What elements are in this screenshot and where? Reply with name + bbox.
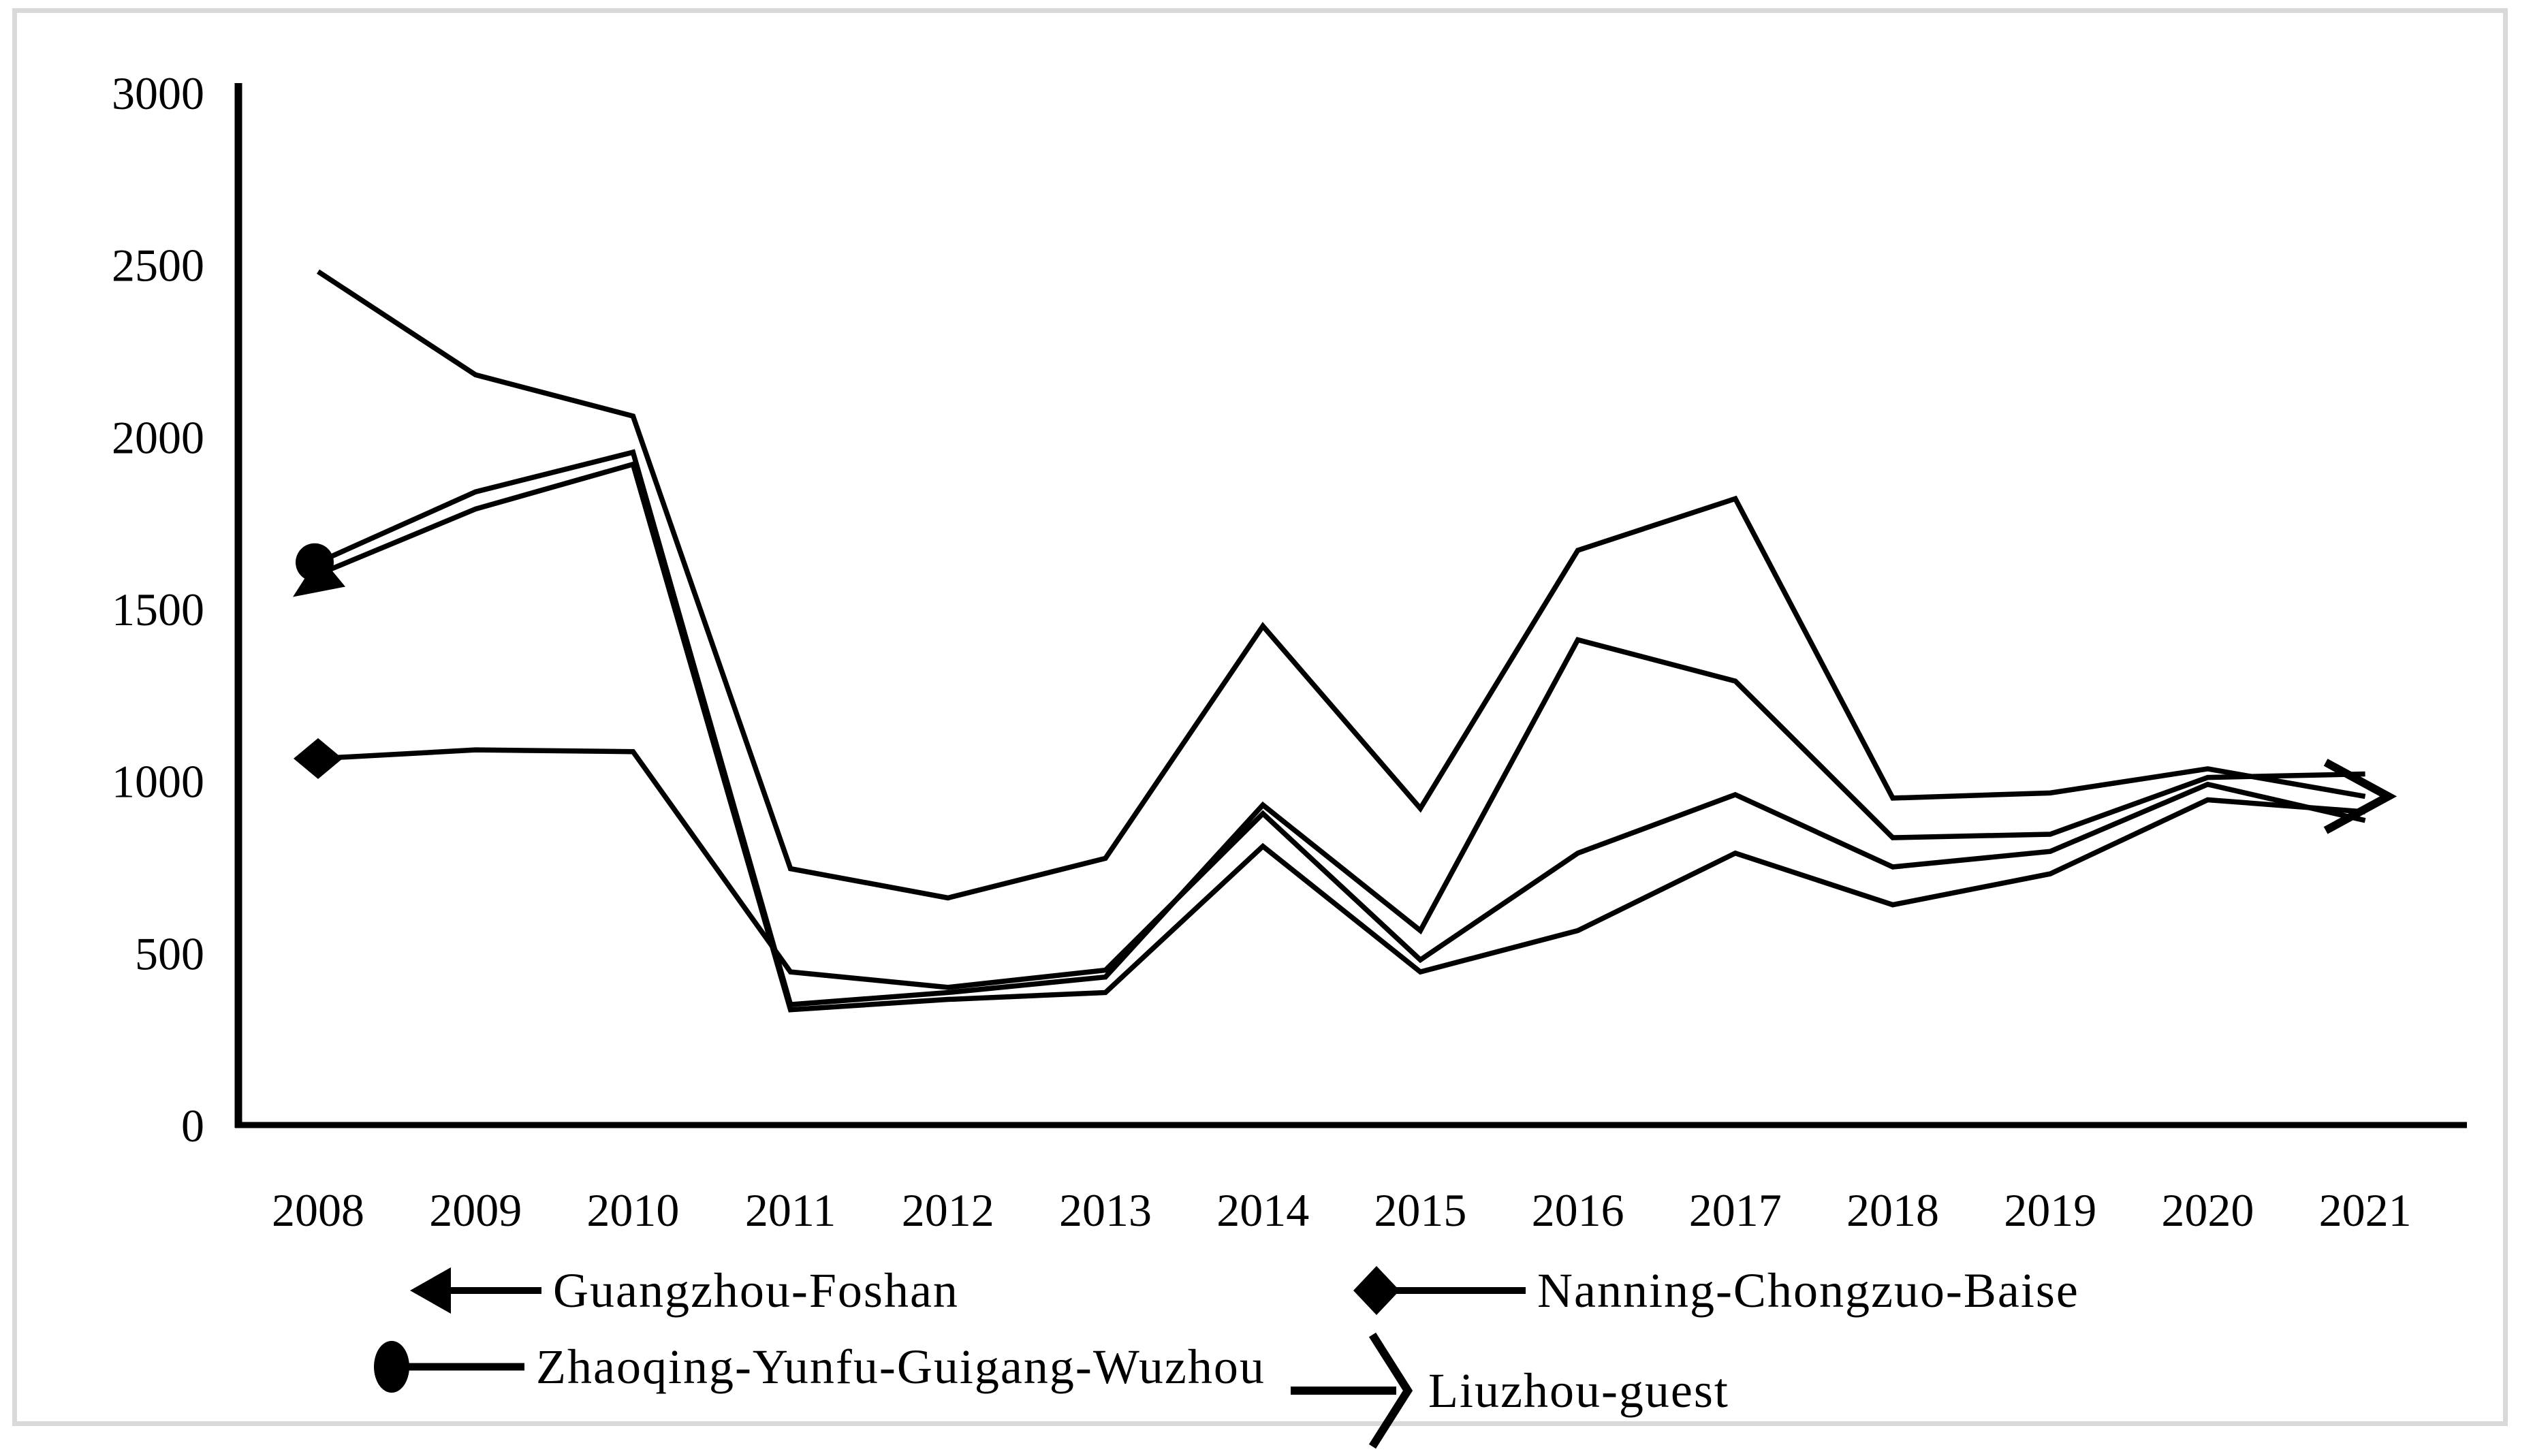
series-line-guangzhou-foshan xyxy=(317,461,2365,1013)
x-tick-label: 2011 xyxy=(745,1184,836,1236)
y-tick-label: 500 xyxy=(135,928,204,979)
diamond-marker xyxy=(294,738,343,779)
circle-marker xyxy=(296,543,334,582)
series-line-zhaoqing-yunfu-guigang-wuzhou xyxy=(317,449,2365,1008)
y-tick-label: 0 xyxy=(181,1100,204,1152)
x-tick-label: 2008 xyxy=(272,1184,364,1236)
legend-label: Liuzhou-guest xyxy=(1428,1363,1729,1418)
page-border-frame xyxy=(12,8,2508,1426)
right-chevron-arrow-icon xyxy=(1291,1332,1413,1449)
legend-item-zhaoqing-yunfu-guigang-wuzhou: Zhaoqing-Yunfu-Guigang-Wuzhou xyxy=(371,1329,1265,1404)
x-tick-label: 2013 xyxy=(1059,1184,1152,1236)
x-tick-label: 2021 xyxy=(2319,1184,2412,1236)
x-tick-label: 2012 xyxy=(902,1184,994,1236)
left-arrow-icon xyxy=(410,1267,541,1314)
right-chevron-marker xyxy=(2323,759,2397,834)
x-tick-label: 2018 xyxy=(1846,1184,1939,1236)
legend-label: Zhaoqing-Yunfu-Guigang-Wuzhou xyxy=(536,1340,1265,1394)
x-tick-label: 2017 xyxy=(1689,1184,1782,1236)
x-tick-label: 2014 xyxy=(1216,1184,1309,1236)
x-tick-label: 2020 xyxy=(2161,1184,2254,1236)
x-tick-label: 2010 xyxy=(586,1184,679,1236)
y-tick-label: 3000 xyxy=(112,67,204,119)
y-tick-label: 1000 xyxy=(112,756,204,808)
y-tick-label: 1500 xyxy=(112,584,204,635)
x-tick-label: 2016 xyxy=(1532,1184,1624,1236)
legend-item-liuzhou-guest: Liuzhou-guest xyxy=(1291,1329,1729,1452)
x-tick-label: 2009 xyxy=(429,1184,522,1236)
circle-icon xyxy=(374,1341,524,1393)
legend-label: Nanning-Chongzuo-Baise xyxy=(1537,1263,2079,1318)
x-tick-label: 2015 xyxy=(1374,1184,1466,1236)
legend-item-guangzhou-foshan: Guangzhou-Foshan xyxy=(409,1256,959,1325)
series-line-liuzhou-guest xyxy=(316,269,2366,901)
series-line-nanning-chongzuo-baise xyxy=(317,747,2366,990)
y-tick-label: 2500 xyxy=(112,240,204,291)
diamond-icon xyxy=(1353,1266,1526,1315)
legend-item-nanning-chongzuo-baise: Nanning-Chongzuo-Baise xyxy=(1352,1256,2079,1325)
y-tick-label: 2000 xyxy=(112,411,204,463)
legend-label: Guangzhou-Foshan xyxy=(553,1263,959,1318)
x-tick-label: 2019 xyxy=(2004,1184,2096,1236)
